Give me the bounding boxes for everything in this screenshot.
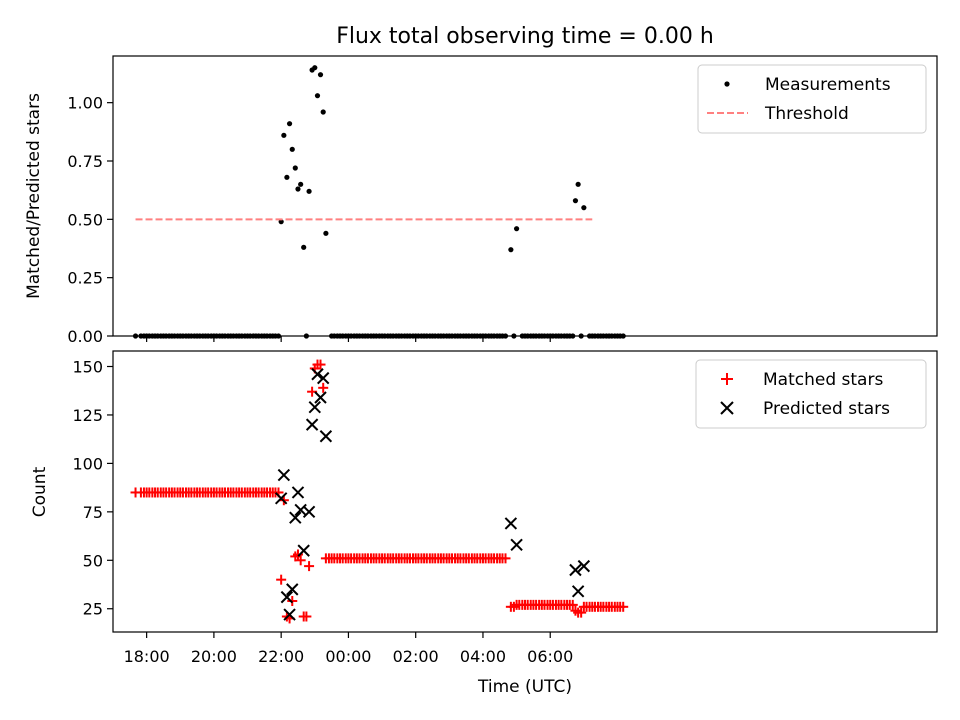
legend-matched-label: Matched stars	[763, 370, 883, 390]
legend-measurements-label: Measurements	[765, 75, 891, 95]
predicted-star-point	[277, 468, 291, 482]
predicted-star-point	[297, 544, 310, 557]
matched-star-point	[287, 595, 298, 606]
predicted-star-point	[319, 430, 333, 443]
legend-matched-marker	[721, 373, 733, 385]
y-tick-label: 100	[72, 454, 103, 473]
x-tick-label: 20:00	[191, 647, 237, 666]
predicted-star-point	[289, 511, 302, 524]
matched-star-point	[276, 574, 287, 585]
top-legend-box	[697, 64, 927, 134]
measurement-point	[284, 174, 290, 180]
matched-star-point	[304, 561, 315, 572]
x-tick-label: 18:00	[124, 647, 170, 666]
y-tick-label: 125	[72, 406, 103, 425]
matched-star-point	[292, 549, 303, 560]
measurement-point	[320, 109, 326, 115]
measurement-point	[312, 65, 318, 71]
bottom-axes-frame	[112, 350, 938, 633]
top-legend: Measurements Threshold	[697, 64, 927, 134]
y-tick-label: 1.00	[67, 94, 103, 113]
predicted-star-point	[577, 559, 591, 573]
top-axes-frame	[112, 55, 938, 337]
x-tick-label: 04:00	[460, 647, 506, 666]
y-tick-label: 0.00	[67, 327, 103, 346]
predicted-star-point	[569, 563, 582, 577]
measurement-point	[301, 244, 307, 250]
measurement-point	[278, 219, 284, 225]
legend-measurements-marker	[724, 81, 730, 87]
x-tick-label: 00:00	[325, 647, 371, 666]
predicted-star-point	[308, 400, 322, 414]
measurement-point	[286, 121, 293, 127]
predicted-star-point	[316, 371, 330, 385]
measurement-point	[323, 230, 329, 236]
top-y-axis-label: Matched/Predicted stars	[24, 93, 44, 299]
matched-star-point	[576, 607, 587, 618]
measurement-point	[572, 198, 579, 204]
x-tick-label: 06:00	[527, 647, 573, 666]
predicted-star-point	[314, 391, 327, 404]
predicted-star-point	[302, 505, 316, 519]
measurement-point	[508, 247, 514, 253]
bottom-panel: 25 50 75 100 125 150 18:00 20:00 22:00 00:00 02:0…	[30, 350, 938, 697]
matched-star-point	[567, 599, 578, 610]
matched-star-point	[618, 601, 629, 612]
measurement-point	[295, 186, 301, 192]
y-tick-label: 0.75	[67, 152, 103, 171]
measurement-point	[513, 226, 520, 232]
legend-threshold-label: Threshold	[764, 104, 849, 124]
predicted-star-point	[283, 608, 296, 621]
predicted-star-point	[510, 538, 523, 552]
measurement-point	[581, 205, 587, 211]
y-tick-label: 0.50	[67, 210, 103, 229]
predicted-star-point	[311, 368, 324, 381]
predicted-star-point	[274, 492, 288, 505]
measurement-point	[317, 72, 324, 78]
y-tick-label: 150	[72, 358, 103, 377]
matched-star-point	[295, 555, 306, 566]
matched-star-point	[318, 382, 329, 393]
predicted-star-point	[280, 590, 294, 604]
figure-title: Flux total observing time = 0.00 h	[336, 24, 714, 49]
measurement-point	[281, 132, 287, 138]
x-axis-label: Time (UTC)	[477, 677, 572, 697]
measurement-point	[292, 165, 298, 171]
predicted-star-point	[291, 486, 305, 499]
y-tick-label: 0.25	[67, 269, 103, 288]
predicted-star-point	[571, 585, 585, 598]
x-tick-label: 22:00	[258, 647, 304, 666]
legend-predicted-marker	[720, 401, 734, 415]
y-tick-label: 25	[83, 600, 103, 619]
measurement-point	[298, 181, 304, 187]
measurement-point	[575, 181, 581, 187]
x-tick-label: 02:00	[393, 647, 439, 666]
bottom-y-axis-label: Count	[30, 466, 50, 517]
predicted-star-point	[504, 517, 518, 530]
measurement-point	[306, 188, 312, 194]
predicted-star-point	[286, 583, 299, 596]
bottom-legend-box	[695, 359, 927, 429]
top-panel: 0.00 0.25 0.50 0.75 1.00 Matched/Predicted s…	[24, 55, 938, 346]
predicted-star-point	[305, 418, 319, 431]
measurement-point	[314, 93, 321, 99]
measurement-point	[289, 146, 295, 152]
y-tick-label: 75	[83, 503, 103, 522]
matched-star-point	[500, 553, 511, 564]
matched-star-point	[315, 359, 326, 370]
legend-predicted-label: Predicted stars	[763, 399, 890, 419]
matched-star-point	[301, 611, 312, 622]
y-tick-label: 50	[83, 551, 103, 570]
bottom-legend: Matched stars Predicted stars	[695, 359, 927, 429]
